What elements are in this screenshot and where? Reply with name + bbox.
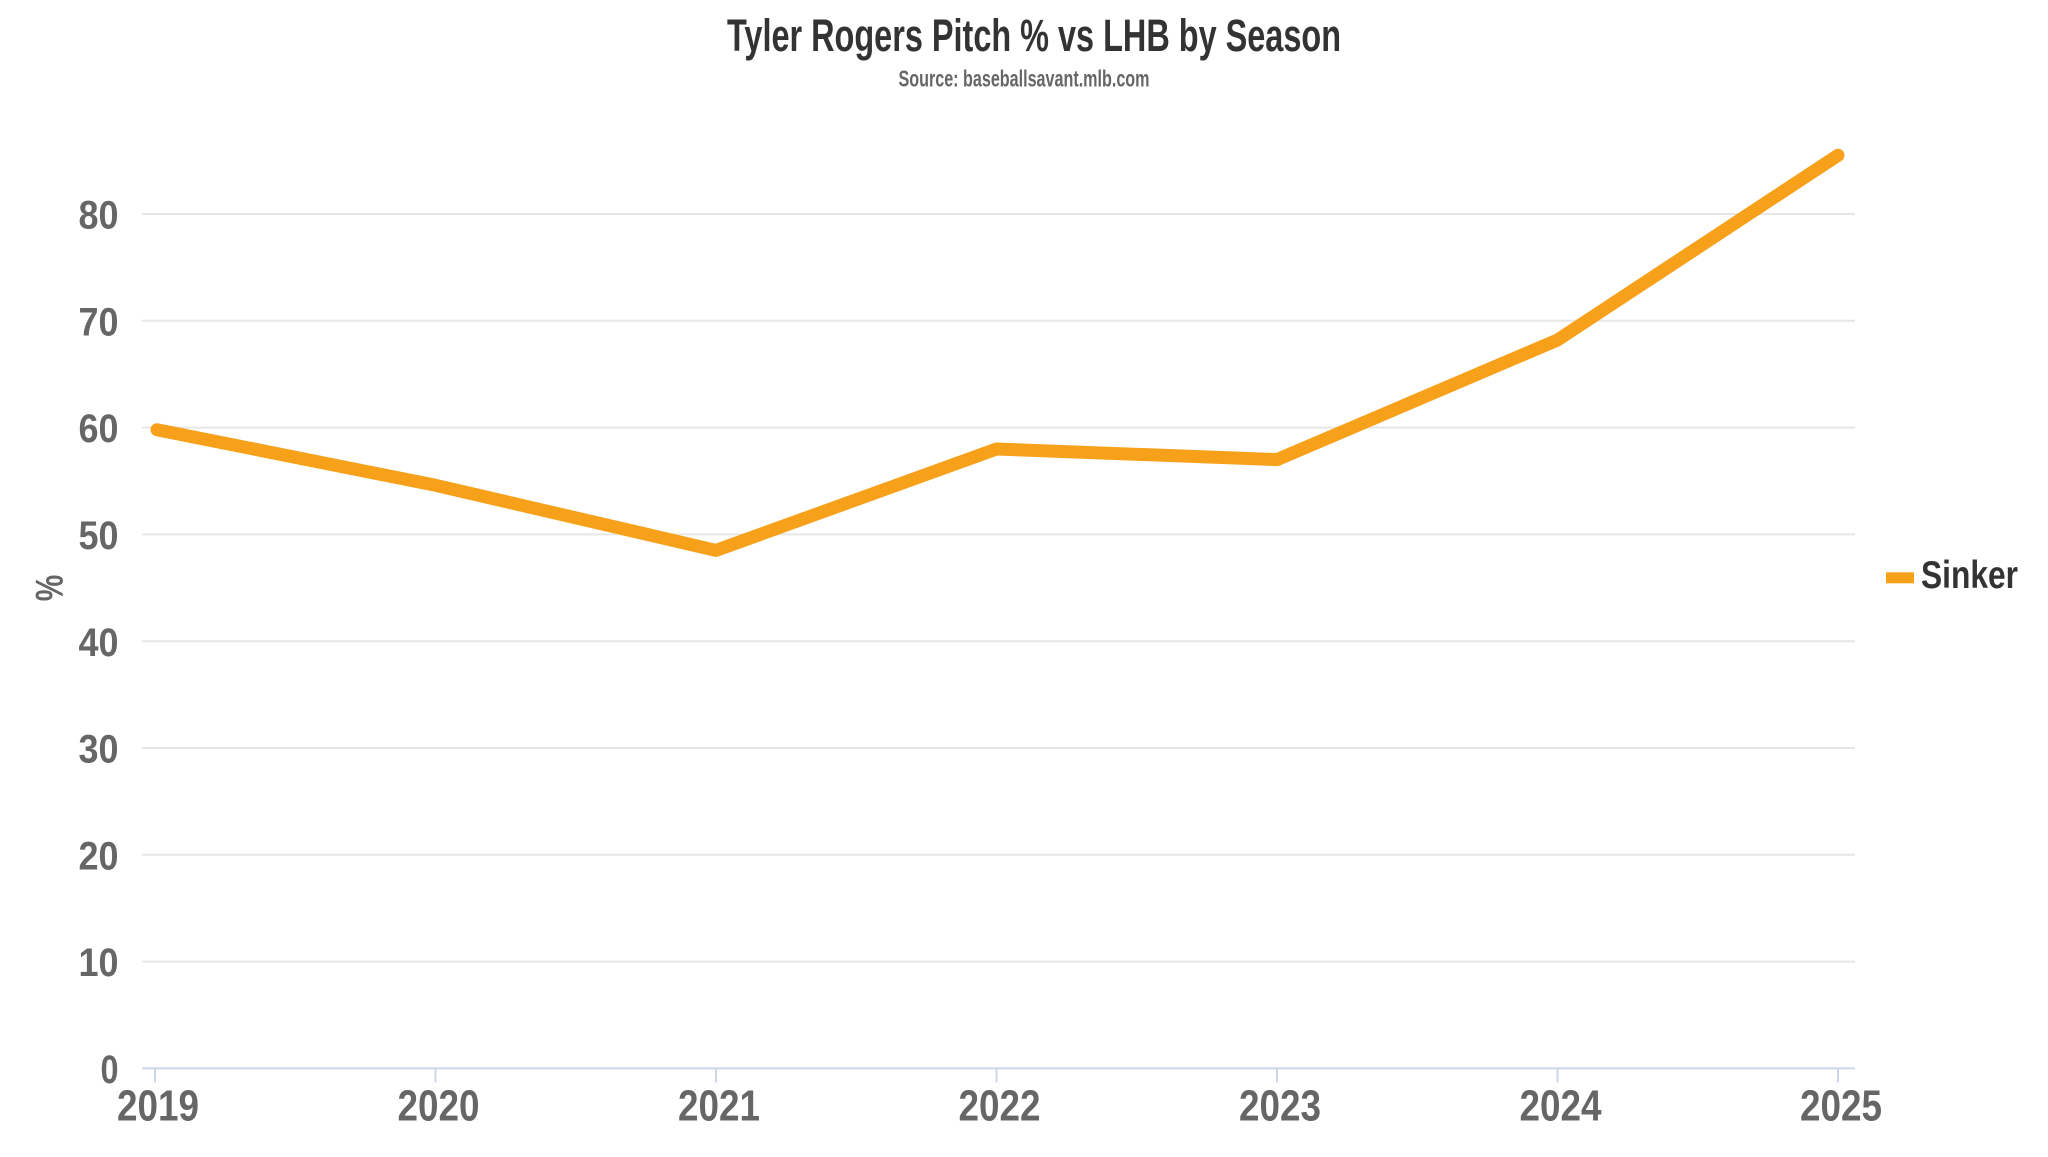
svg-text:10: 10: [79, 941, 119, 985]
svg-text:2024: 2024: [1520, 1081, 1602, 1130]
svg-text:2022: 2022: [959, 1081, 1041, 1130]
svg-text:60: 60: [79, 407, 119, 451]
svg-text:%: %: [29, 575, 72, 602]
svg-text:Source: baseballsavant.mlb.com: Source: baseballsavant.mlb.com: [899, 66, 1150, 92]
svg-text:2019: 2019: [117, 1081, 199, 1130]
svg-text:2023: 2023: [1239, 1081, 1321, 1130]
svg-text:70: 70: [79, 300, 119, 344]
svg-text:2021: 2021: [678, 1081, 760, 1130]
svg-text:50: 50: [79, 514, 119, 558]
svg-text:80: 80: [79, 194, 119, 238]
svg-text:20: 20: [79, 834, 119, 878]
svg-text:0: 0: [101, 1048, 119, 1092]
svg-text:Sinker: Sinker: [1921, 554, 2018, 597]
svg-text:40: 40: [79, 621, 119, 665]
svg-text:Tyler Rogers Pitch % vs LHB by: Tyler Rogers Pitch % vs LHB by Season: [727, 10, 1341, 61]
svg-text:30: 30: [79, 728, 119, 772]
svg-text:2025: 2025: [1800, 1081, 1882, 1130]
svg-text:2020: 2020: [398, 1081, 480, 1130]
